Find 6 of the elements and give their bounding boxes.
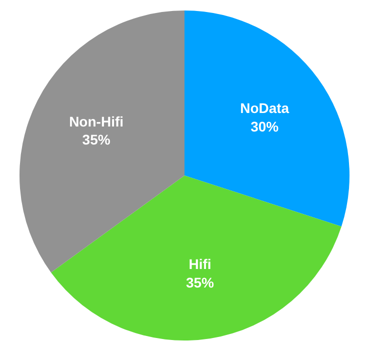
data-label: 35%	[82, 132, 111, 148]
slice-label: NoData	[240, 100, 290, 116]
data-label: 35%	[186, 274, 215, 290]
slice-label: Hifi	[188, 256, 212, 272]
slice-label: Non-Hifi	[69, 113, 124, 130]
data-label: 30%	[250, 118, 280, 135]
